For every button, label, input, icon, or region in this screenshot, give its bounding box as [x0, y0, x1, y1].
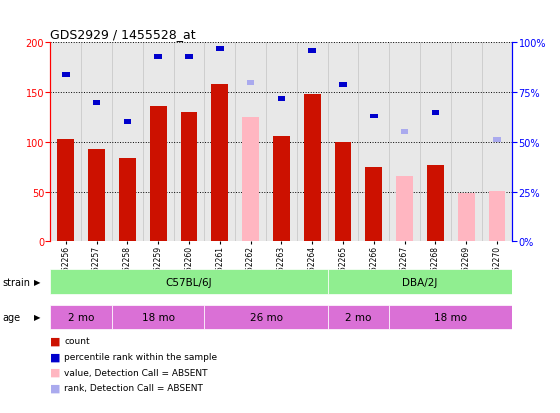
Text: ■: ■	[50, 336, 61, 346]
Bar	[370, 114, 377, 119]
Bar	[427, 165, 444, 242]
Text: ■: ■	[50, 383, 61, 393]
Bar	[266, 43, 297, 242]
Bar	[143, 43, 174, 242]
Text: DBA/2J: DBA/2J	[402, 277, 438, 287]
Text: ■: ■	[50, 351, 61, 361]
Text: age: age	[3, 312, 21, 322]
Text: C57BL/6J: C57BL/6J	[166, 277, 212, 287]
Bar	[204, 43, 235, 242]
Bar	[493, 138, 501, 143]
Bar	[328, 270, 512, 294]
Bar	[273, 137, 290, 242]
Bar	[50, 305, 112, 329]
Bar	[81, 43, 112, 242]
Bar	[297, 43, 328, 242]
Text: ■: ■	[50, 367, 61, 377]
Bar	[334, 142, 352, 242]
Bar	[309, 49, 316, 54]
Bar	[278, 96, 285, 101]
Text: percentile rank within the sample: percentile rank within the sample	[64, 352, 217, 361]
Bar	[401, 130, 408, 135]
Text: 2 mo: 2 mo	[68, 312, 95, 322]
Bar	[57, 140, 74, 242]
Bar	[185, 55, 193, 60]
Text: count: count	[64, 336, 90, 345]
Bar	[482, 43, 512, 242]
Bar	[150, 107, 167, 242]
Bar	[488, 191, 506, 242]
Bar	[458, 194, 475, 242]
Bar	[204, 305, 328, 329]
Bar	[119, 158, 136, 242]
Bar	[365, 167, 382, 242]
Bar	[451, 43, 482, 242]
Bar	[420, 43, 451, 242]
Bar	[112, 43, 143, 242]
Bar	[396, 176, 413, 242]
Text: ▶: ▶	[34, 278, 40, 286]
Text: ▶: ▶	[34, 313, 40, 321]
Text: GDS2929 / 1455528_at: GDS2929 / 1455528_at	[50, 28, 196, 41]
Bar	[62, 73, 69, 78]
Bar	[389, 305, 512, 329]
Bar	[339, 83, 347, 88]
Text: rank, Detection Call = ABSENT: rank, Detection Call = ABSENT	[64, 383, 203, 392]
Text: 18 mo: 18 mo	[142, 312, 175, 322]
Text: value, Detection Call = ABSENT: value, Detection Call = ABSENT	[64, 368, 208, 377]
Text: 18 mo: 18 mo	[435, 312, 467, 322]
Bar	[50, 43, 81, 242]
Bar	[304, 95, 321, 242]
Bar	[88, 150, 105, 242]
Bar	[124, 120, 131, 125]
Bar	[432, 110, 439, 115]
Bar	[112, 305, 204, 329]
Bar	[358, 43, 389, 242]
Bar	[389, 43, 420, 242]
Bar	[155, 55, 162, 60]
Bar	[247, 81, 254, 85]
Bar	[174, 43, 204, 242]
Bar	[180, 113, 198, 242]
Text: strain: strain	[3, 277, 31, 287]
Bar	[211, 85, 228, 242]
Bar	[93, 100, 100, 105]
Bar	[328, 43, 358, 242]
Bar	[216, 47, 223, 52]
Text: 2 mo: 2 mo	[345, 312, 372, 322]
Bar	[328, 305, 389, 329]
Text: 26 mo: 26 mo	[250, 312, 282, 322]
Bar	[50, 270, 328, 294]
Bar	[242, 118, 259, 242]
Bar	[235, 43, 266, 242]
